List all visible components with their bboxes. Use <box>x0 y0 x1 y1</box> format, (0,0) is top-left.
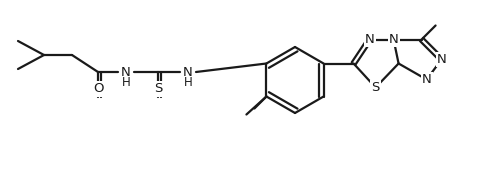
Text: N: N <box>389 33 399 46</box>
Text: H: H <box>122 76 130 89</box>
Text: N: N <box>121 65 131 79</box>
Text: S: S <box>371 81 380 94</box>
Text: H: H <box>184 76 192 89</box>
Text: N: N <box>183 65 193 79</box>
Text: N: N <box>364 33 374 46</box>
Text: S: S <box>154 82 162 96</box>
Text: O: O <box>93 82 103 96</box>
Text: N: N <box>437 53 447 66</box>
Text: N: N <box>422 73 432 86</box>
